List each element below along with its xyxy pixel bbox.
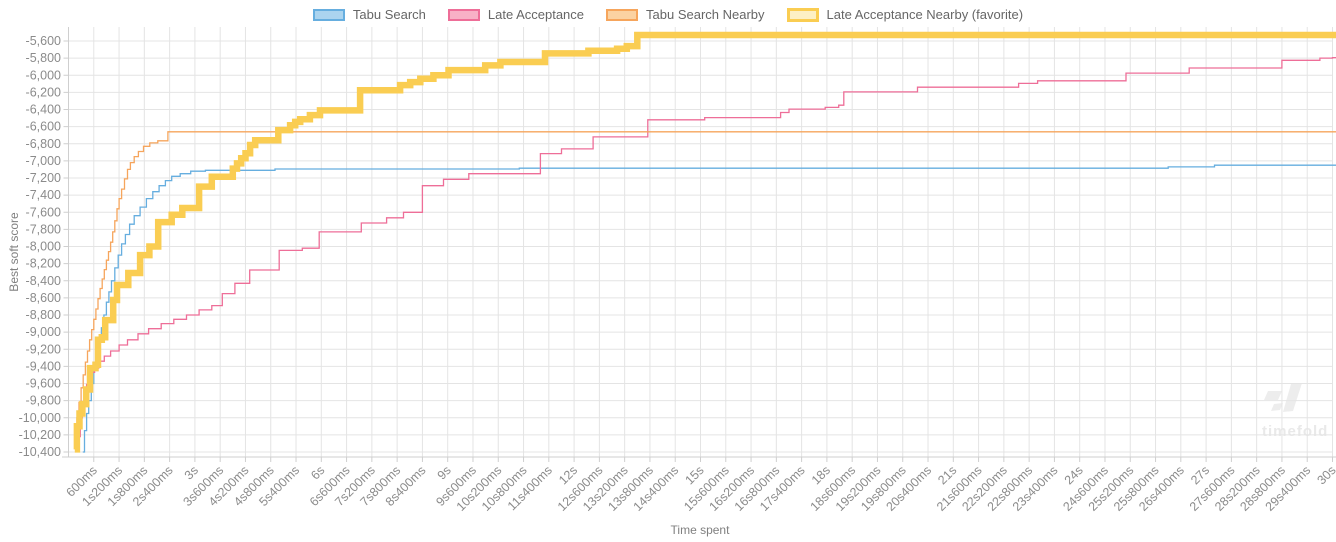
y-tick-label: -9,600 [26,377,61,391]
legend-label: Late Acceptance [487,7,585,22]
legend-label: Late Acceptance Nearby (favorite) [826,7,1024,22]
y-tick-label: -10,000 [19,411,61,425]
y-tick-label: -6,000 [26,68,61,82]
watermark-text: timefold [1262,423,1329,440]
y-tick-label: -10,200 [19,428,61,442]
legend-item-late-acceptance[interactable]: Late Acceptance [447,7,585,22]
y-tick-label: -9,000 [26,325,61,339]
x-tick-label: 3s [182,463,201,482]
y-tick-label: -6,400 [26,103,61,117]
y-tick-label: -5,600 [26,34,61,48]
y-tick-label: -9,400 [26,359,61,373]
y-tick-label: -7,200 [26,171,61,185]
legend-swatch-icon [606,8,639,21]
x-axis-title: Time spent [670,523,730,537]
y-tick-label: -10,400 [19,445,61,459]
series-path-1 [77,57,1336,438]
y-tick-label: -8,800 [26,308,61,322]
y-tick-label: -8,400 [26,274,61,288]
x-tick-label: 30s [1314,463,1336,487]
y-tick-label: -6,800 [26,137,61,151]
timefold-logo-icon [1264,383,1302,412]
legend-swatch-icon [447,8,480,21]
y-tick-label: -8,000 [26,240,61,254]
series-path-2 [74,131,1336,446]
legend-swatch-icon [312,8,345,21]
x-tick-label: 6s [308,463,327,482]
y-tick-label: -6,200 [26,85,61,99]
legend-label: Tabu Search [352,7,426,22]
x-tick-label: 9s [435,463,454,482]
y-tick-label: -7,400 [26,188,61,202]
y-tick-label: -9,200 [26,342,61,356]
legend-item-late-acceptance-nearby[interactable]: Late Acceptance Nearby (favorite) [786,7,1024,22]
y-tick-label: -7,600 [26,205,61,219]
chart-legend: Tabu Search Late Acceptance Tabu Search … [0,7,1336,22]
y-tick-label: -9,800 [26,394,61,408]
y-tick-label: -8,200 [26,257,61,271]
series-path-3 [73,31,1336,453]
legend-swatch-icon [786,7,819,22]
legend-item-tabu-search[interactable]: Tabu Search [312,7,426,22]
timefold-watermark: timefold [1262,382,1332,440]
y-tick-label: -6,600 [26,120,61,134]
y-tick-label: -5,800 [26,51,61,65]
legend-item-tabu-search-nearby[interactable]: Tabu Search Nearby [606,7,765,22]
y-tick-label: -7,000 [26,154,61,168]
y-tick-label: -7,800 [26,222,61,236]
y-tick-label: -8,600 [26,291,61,305]
legend-label: Tabu Search Nearby [646,7,765,22]
